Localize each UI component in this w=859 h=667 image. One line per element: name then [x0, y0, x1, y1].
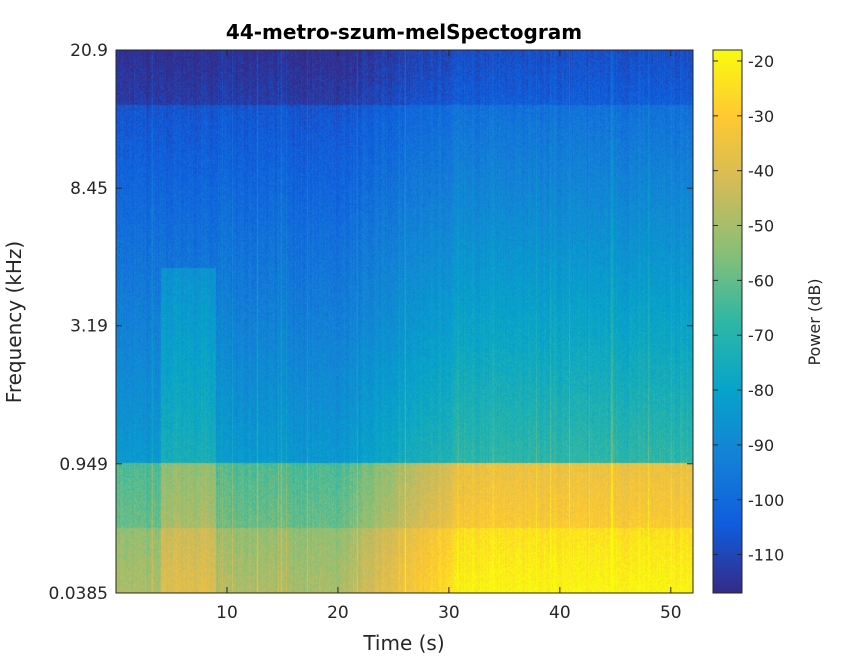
y-tick-label: 0.0385	[49, 584, 108, 604]
spectrogram-heatmap	[116, 50, 693, 593]
colorbar-tick-label: -70	[748, 326, 774, 345]
x-tick-label: 30	[438, 603, 460, 623]
x-axis-label: Time (s)	[362, 631, 444, 655]
chart-title: 44-metro-szum-melSpectogram	[226, 20, 582, 44]
y-axis-ticks: 0.0385 0.949 3.19 8.45 20.9	[49, 41, 693, 604]
x-tick-label: 50	[660, 603, 682, 623]
colorbar-tick-label: -90	[748, 436, 774, 455]
x-axis-ticks: 10 20 30 40 50	[216, 50, 682, 623]
colorbar-tick-label: -30	[748, 107, 774, 126]
colorbar-tick-label: -50	[748, 217, 774, 236]
colorbar-tick-label: -100	[748, 491, 784, 510]
colorbar-tick-label: -20	[748, 52, 774, 71]
spectrogram-plot-area	[116, 50, 693, 593]
y-tick-label: 0.949	[59, 455, 108, 475]
y-axis-label: Frequency (kHz)	[2, 241, 26, 403]
colorbar-label: Power (dB)	[805, 278, 824, 365]
colorbar-tick-label: -80	[748, 381, 774, 400]
colorbar-ticks: -110 -100 -90 -80 -70 -60 -50 -40 -30 -20	[713, 52, 784, 565]
y-tick-label: 3.19	[70, 317, 108, 337]
y-tick-label: 20.9	[70, 41, 108, 61]
x-tick-label: 40	[549, 603, 571, 623]
plot-frame	[115, 49, 694, 594]
colorbar	[712, 49, 743, 594]
y-tick-label: 8.45	[70, 179, 108, 199]
colorbar-tick-label: -40	[748, 162, 774, 181]
colorbar-tick-label: -60	[748, 271, 774, 290]
colorbar-tick-label: -110	[748, 546, 784, 565]
x-tick-label: 10	[216, 603, 238, 623]
x-tick-label: 20	[327, 603, 349, 623]
